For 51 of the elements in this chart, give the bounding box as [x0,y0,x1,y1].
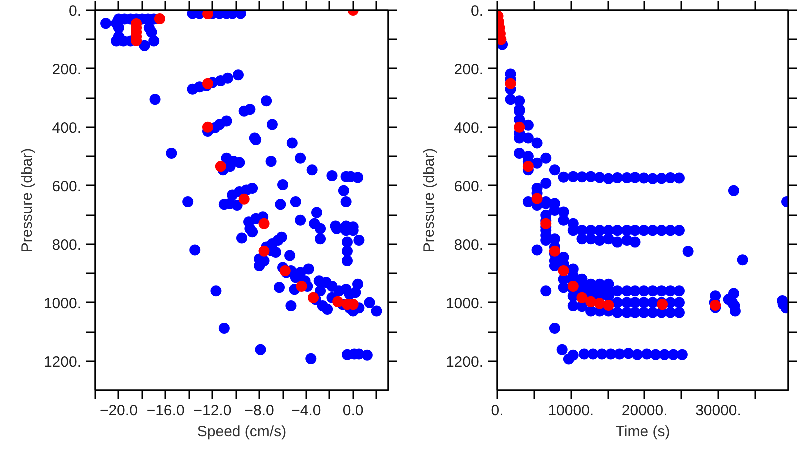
x-tick-label: −20.0 [100,402,138,420]
x-tick-label: 10000. [548,402,594,420]
point [532,193,543,204]
point [154,13,166,24]
y-tick-label: 200. [454,61,484,78]
point [514,122,526,133]
point [594,298,606,310]
point [332,296,344,308]
y-tick-label: 1200. [446,354,484,371]
point [215,161,226,172]
y-tick-label: 400. [454,120,484,137]
y-tick-label: 0. [470,3,484,20]
y-tick-label: 1200. [44,354,82,371]
y-tick-label: 400. [52,120,82,137]
y-tick-label: 1000. [446,295,484,312]
x-tick-label: 30000. [696,402,742,420]
y-tick-label: 200. [52,61,82,78]
y-tick-label: 800. [454,236,484,254]
x-tick-label: −4.0 [292,402,322,420]
point [505,78,516,90]
point [603,300,614,311]
y-tick-label: 600. [52,178,82,196]
point [586,296,597,308]
point [202,10,214,20]
y-tick-label: 0. [68,3,82,20]
x-tick-label: 20000. [622,402,668,420]
y-tick-label: 1000. [44,295,82,312]
x-axis-title: Speed (cm/s) [197,424,287,440]
point [576,292,588,304]
y-tick-label: 800. [52,236,82,254]
point [238,194,250,205]
x-tick-label: −8.0 [244,402,274,420]
x-axis-title: Time (s) [616,424,670,440]
point [258,246,270,257]
y-axis-title: Pressure (dbar) [18,148,36,253]
point [549,246,560,257]
point [558,265,570,276]
point [296,280,308,292]
point [710,300,722,311]
point [258,218,270,230]
x-tick-label: 0.0 [342,402,364,420]
x-tick-label: 0. [491,402,504,420]
y-tick-label: 600. [454,178,484,196]
point [540,218,552,230]
point [568,280,579,292]
y-axis-title: Pressure (dbar) [420,148,438,253]
point [202,122,214,133]
point [308,292,319,304]
x-tick-label: −12.0 [194,402,232,420]
point [522,161,534,172]
x-tick-label: −16.0 [146,402,185,420]
